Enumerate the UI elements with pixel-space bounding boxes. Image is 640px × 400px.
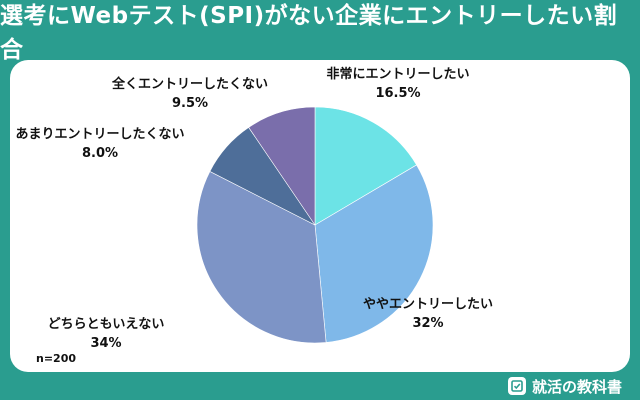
footer-brand: 就活の教科書 <box>507 374 622 398</box>
pie-slice <box>314 164 434 343</box>
brand-name: 就活の教科書 <box>531 377 622 396</box>
slice-label: あまりエントリーしたくない <box>15 127 184 142</box>
slice-label: ややエントリーしたい <box>363 297 493 312</box>
pie-slice <box>314 106 417 226</box>
chart-title: 選考にWebテスト(SPI)がない企業にエントリーしたい割合 <box>0 3 618 63</box>
slice-label: 全くエントリーしたくない <box>111 76 268 92</box>
slice-label: 非常にエントリーしたい <box>326 66 469 82</box>
sample-size-label: n=200 <box>36 352 77 365</box>
slice-value-label: 8.0% <box>82 146 118 161</box>
check-book-icon <box>507 377 526 395</box>
slice-value-label: 16.5% <box>375 86 420 101</box>
chart-card: 非常にエントリーしたい 16.5% ややエントリーしたい 32% どちらともいえない 34… <box>10 60 630 372</box>
pie-slice <box>248 106 316 226</box>
pie-chart: 非常にエントリーしたい 16.5% ややエントリーしたい 32% どちらともいえない 34… <box>15 66 493 351</box>
slice-value-label: 9.5% <box>172 96 208 111</box>
slice-value-label: 32% <box>412 316 443 331</box>
slice-value-label: 34% <box>90 336 121 351</box>
slice-label: どちらともいえない <box>48 317 165 332</box>
